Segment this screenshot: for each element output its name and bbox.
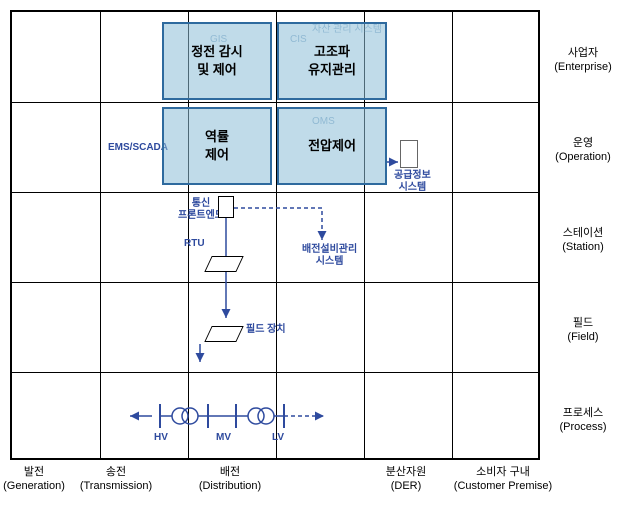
label-dist-mgmt: 배전설비관리시스템 [302,244,357,268]
box-label: 고조파유지관리 [308,43,356,79]
device-field [204,326,243,342]
box-power-factor: 역률제어 [162,107,272,185]
col-label-transmission: 송전(Transmission) [72,465,160,494]
server-icon [400,140,418,168]
row-label-process: 프로세스(Process) [548,406,618,435]
row-label-field: 필드(Field) [548,316,618,345]
grid: GIS CIS 자산 관리 시스템 OMS EMS/SCADA 정전 감시및 제… [10,10,540,460]
label-field-dev: 필드 장치 [246,324,286,336]
box-label: 정전 감시및 제어 [191,43,242,79]
col-label-der: 분산자원(DER) [362,465,450,494]
col-label-customer: 소비자 구내(Customer Premise) [448,465,558,494]
diagram-container: GIS CIS 자산 관리 시스템 OMS EMS/SCADA 정전 감시및 제… [10,10,608,499]
row-label-station: 스테이션(Station) [548,226,618,255]
row-label-operation: 운영(Operation) [548,136,618,165]
label-ems: EMS/SCADA [108,142,168,154]
label-rtu: RTU [184,238,205,250]
device-frontend [218,196,234,218]
col-label-distribution: 배전(Distribution) [186,465,274,494]
label-hv: HV [154,432,168,444]
label-lv: LV [272,432,284,444]
device-rtu [204,256,243,272]
box-label: 역률제어 [205,128,229,164]
box-outage-monitor: 정전 감시및 제어 [162,22,272,100]
col-label-generation: 발전(Generation) [0,465,78,494]
box-voltage-ctrl: 전압제어 [277,107,387,185]
box-label: 전압제어 [308,137,356,155]
box-harmonic-maint: 고조파유지관리 [277,22,387,100]
row-label-enterprise: 사업자(Enterprise) [548,46,618,75]
label-supply: 공급정보시스템 [394,170,431,194]
label-mv: MV [216,432,231,444]
